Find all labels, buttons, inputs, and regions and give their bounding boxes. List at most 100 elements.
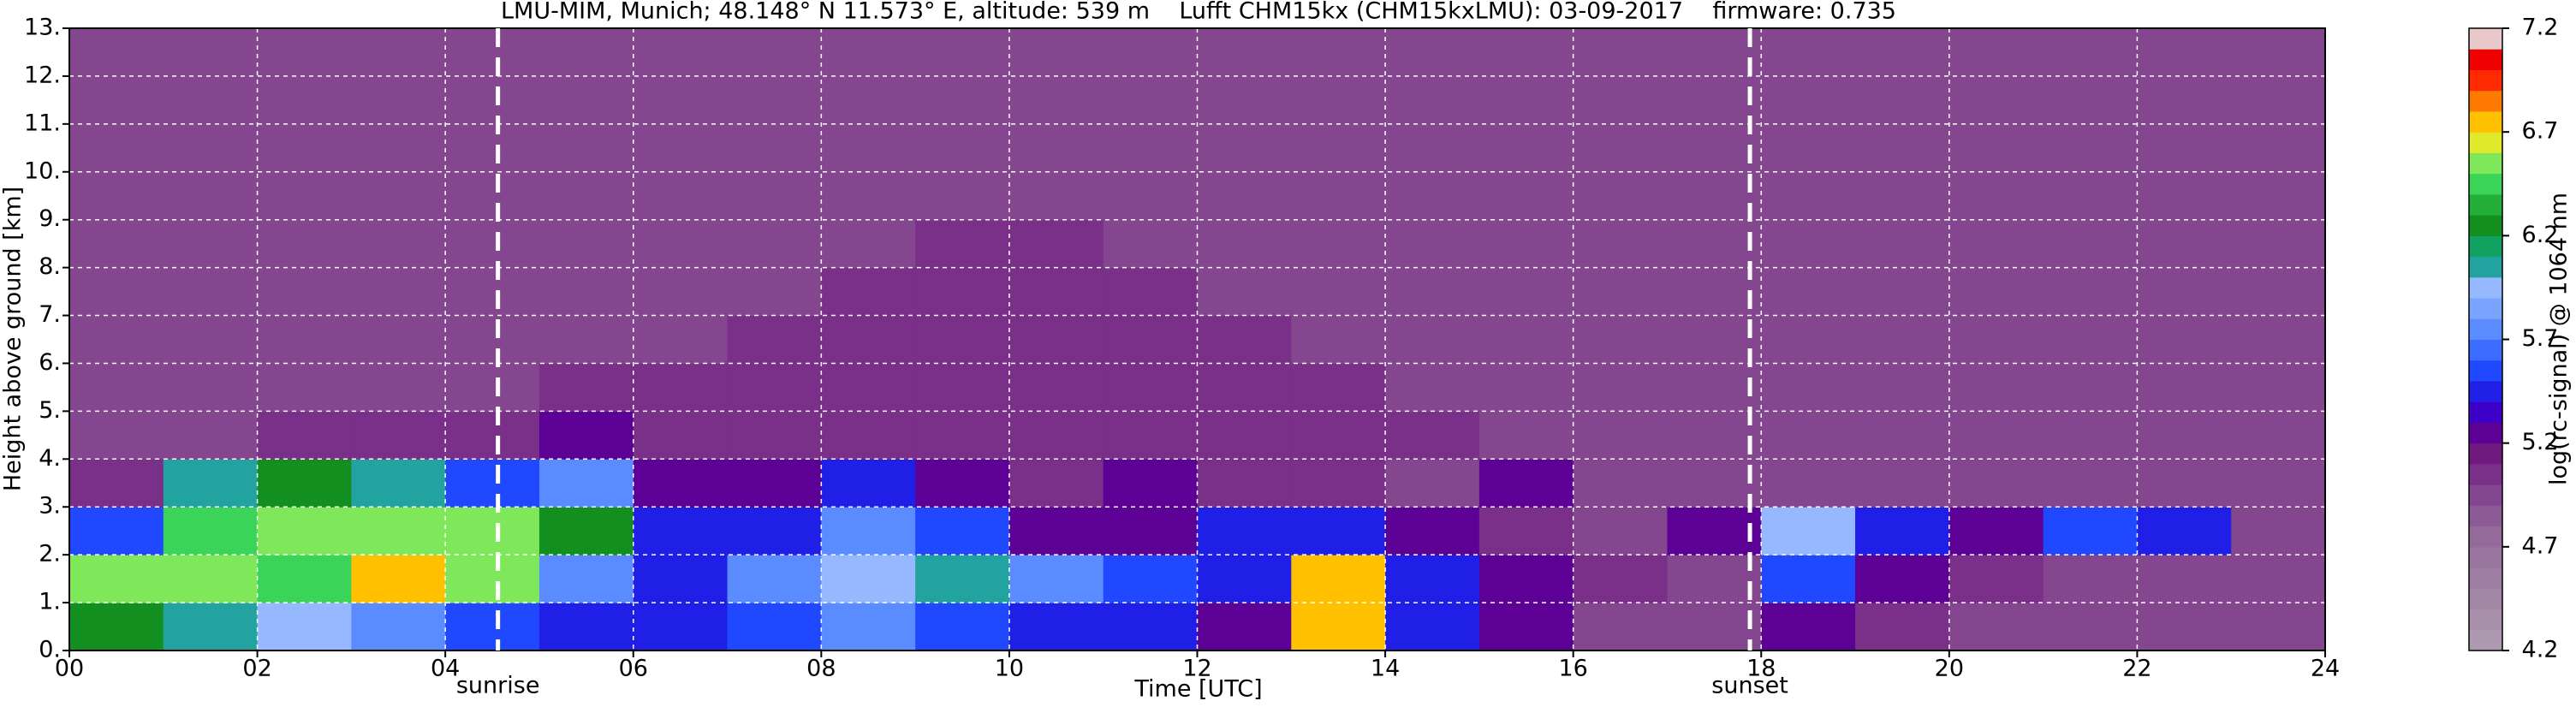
heatmap-cell xyxy=(821,459,916,508)
x-tick-label: 02 xyxy=(242,656,271,682)
heatmap-cell xyxy=(1103,28,1198,77)
heatmap-cell xyxy=(915,315,1010,364)
heatmap-cell xyxy=(1573,171,1668,221)
x-tick-label: 22 xyxy=(2122,656,2151,682)
heatmap-cell xyxy=(1573,507,1668,556)
colorbar-band xyxy=(2469,276,2502,299)
x-tick-label: 18 xyxy=(1746,656,1776,682)
heatmap-cell xyxy=(1385,459,1480,508)
heatmap-cell xyxy=(2043,555,2138,603)
heatmap-cell xyxy=(1667,555,1762,603)
heatmap-cell xyxy=(2231,507,2326,556)
y-tick-label: 10. xyxy=(24,157,61,184)
heatmap-cell xyxy=(1385,28,1480,77)
heatmap-cell xyxy=(1103,603,1198,651)
heatmap-cell xyxy=(1855,459,1950,508)
colorbar-tick-label: 6.2 xyxy=(2522,222,2559,248)
heatmap-cell xyxy=(351,315,446,364)
heatmap-cell xyxy=(163,219,259,269)
heatmap-cell xyxy=(1103,507,1198,556)
y-tick-label: 1. xyxy=(39,589,61,615)
heatmap-cell xyxy=(69,123,164,173)
heatmap-cell xyxy=(69,315,164,364)
heatmap-cell xyxy=(1948,363,2044,412)
heatmap-cell xyxy=(351,411,446,460)
heatmap-cell xyxy=(915,219,1010,269)
heatmap-cell xyxy=(1761,315,1856,364)
colorbar-tick-label: 5.2 xyxy=(2522,429,2559,455)
heatmap-cell xyxy=(445,507,540,556)
heatmap-cell xyxy=(821,363,916,412)
heatmap-cell xyxy=(2137,555,2232,603)
colorbar-band xyxy=(2469,463,2502,485)
heatmap-cell xyxy=(1197,555,1292,603)
heatmap-cell xyxy=(915,603,1010,651)
heatmap-cell xyxy=(1855,363,1950,412)
heatmap-cell xyxy=(2231,171,2326,221)
heatmap-cell xyxy=(1385,123,1480,173)
heatmap-cell xyxy=(1103,315,1198,364)
heatmap-cell xyxy=(1478,411,1574,460)
heatmap-cell xyxy=(2231,459,2326,508)
heatmap-cell xyxy=(163,459,259,508)
heatmap-cell xyxy=(1103,267,1198,317)
heatmap-cell xyxy=(1761,28,1856,77)
heatmap-cell xyxy=(351,555,446,603)
y-tick-label: 8. xyxy=(39,253,61,280)
plot-frame xyxy=(68,27,2326,651)
heatmap-cell xyxy=(633,267,729,317)
heatmap-cell xyxy=(2043,171,2138,221)
heatmap-cell xyxy=(351,123,446,173)
heatmap-cell xyxy=(257,603,352,651)
colorbar-band xyxy=(2469,28,2502,50)
heatmap-cell xyxy=(1478,363,1574,412)
heatmap-cell xyxy=(69,555,164,603)
heatmap-cell xyxy=(1761,411,1856,460)
heatmap-cell xyxy=(915,411,1010,460)
heatmap-cell xyxy=(163,123,259,173)
heatmap-cell xyxy=(1573,459,1668,508)
colorbar-band xyxy=(2469,69,2502,92)
heatmap-cell xyxy=(1103,459,1198,508)
heatmap-cell xyxy=(821,171,916,221)
heatmap-cell xyxy=(2043,267,2138,317)
heatmap-cell xyxy=(1667,267,1762,317)
x-tick-label: 08 xyxy=(806,656,836,682)
heatmap-cell xyxy=(1948,123,2044,173)
heatmap-cell xyxy=(1008,75,1104,125)
heatmap-cell xyxy=(445,363,540,412)
colorbar-band xyxy=(2469,629,2502,651)
heatmap-cell xyxy=(1291,507,1386,556)
heatmap-cell xyxy=(1008,507,1104,556)
heatmap-cell xyxy=(1573,123,1668,173)
heatmap-cell xyxy=(163,171,259,221)
heatmap-cell xyxy=(1948,603,2044,651)
heatmap-cell xyxy=(821,75,916,125)
heatmap-cell xyxy=(2137,123,2232,173)
heatmap-cell xyxy=(1573,315,1668,364)
heatmap-cell xyxy=(163,555,259,603)
heatmap-cell xyxy=(727,315,822,364)
heatmap-cell xyxy=(1291,75,1386,125)
heatmap-cell xyxy=(1197,123,1292,173)
heatmap-cell xyxy=(633,28,729,77)
heatmap-cell xyxy=(1291,171,1386,221)
heatmap-cell xyxy=(915,123,1010,173)
heatmap-cell xyxy=(1008,411,1104,460)
heatmap-cell xyxy=(1948,315,2044,364)
heatmap-cell xyxy=(2231,123,2326,173)
heatmap-cell xyxy=(538,603,634,651)
y-tick-label: 9. xyxy=(39,205,61,232)
heatmap-cell xyxy=(1197,171,1292,221)
colorbar-band xyxy=(2469,401,2502,423)
heatmap-cell xyxy=(2137,603,2232,651)
heatmap-cell xyxy=(1573,267,1668,317)
heatmap-cell xyxy=(1573,411,1668,460)
heatmap-cell xyxy=(1948,459,2044,508)
heatmap-cell xyxy=(1948,411,2044,460)
heatmap-cell xyxy=(538,75,634,125)
heatmap-cell xyxy=(1478,555,1574,603)
heatmap-cell xyxy=(1103,411,1198,460)
colorbar-band xyxy=(2469,380,2502,402)
heatmap-cell xyxy=(538,363,634,412)
